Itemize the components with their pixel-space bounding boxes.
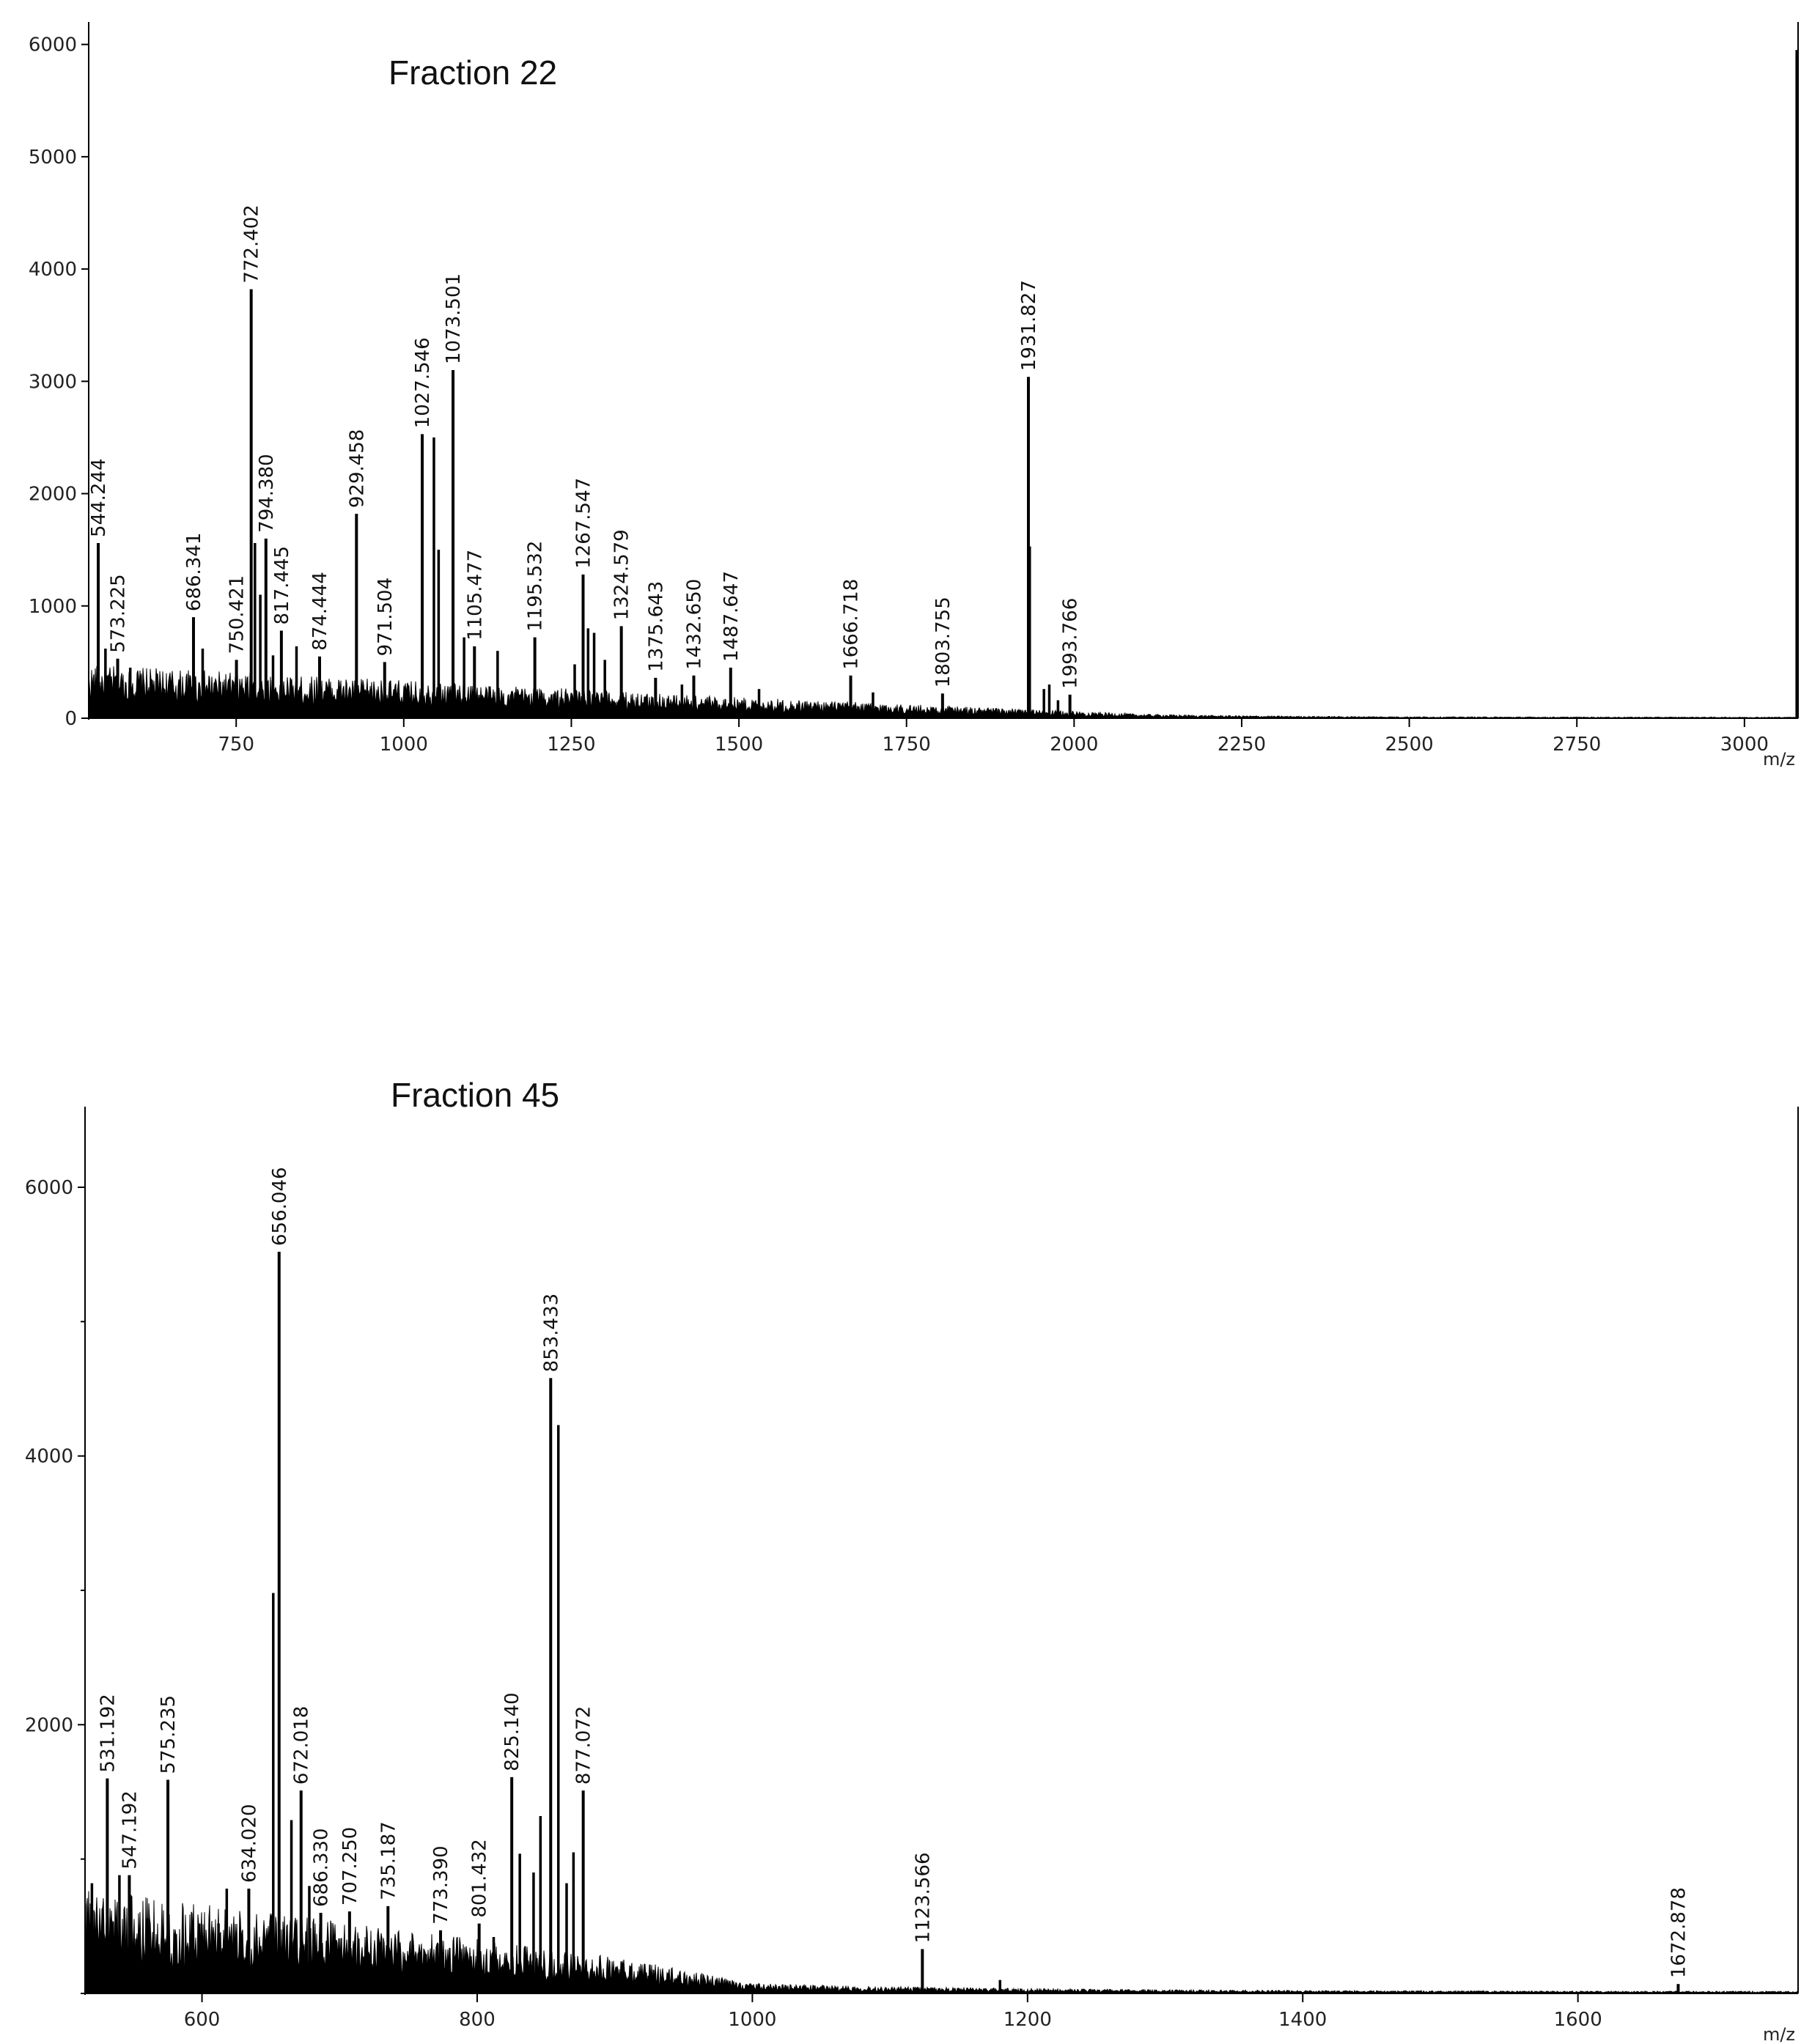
peak-label: 573.225 <box>108 574 130 653</box>
spectrum-chart-fraction-22: 544.244 573.225 686.341 750.421 772.402 794.3… <box>29 22 1799 770</box>
x-tick-label: 1000 <box>728 2009 776 2031</box>
x-tick-label: 1600 <box>1554 2009 1602 2031</box>
peak-label: 817.445 <box>271 546 293 625</box>
x-tick-label: 1750 <box>883 734 931 756</box>
peak-label: 1931.827 <box>1018 280 1040 371</box>
peak-label: 874.444 <box>309 572 331 651</box>
y-tick-label: 1000 <box>29 596 77 618</box>
peak-label: 1027.546 <box>412 337 434 428</box>
y-tick-label: 2000 <box>25 1714 73 1736</box>
x-tick-label: 1200 <box>1003 2009 1052 2031</box>
peak-label: 750.421 <box>226 575 248 654</box>
peak-label: 1195.532 <box>525 541 547 632</box>
x-tick-label: 1000 <box>380 734 428 756</box>
peak-label: 686.341 <box>183 533 205 612</box>
y-tick-label: 6000 <box>25 1177 73 1199</box>
peak-label: 686.330 <box>311 1828 333 1907</box>
peak-label: 735.187 <box>378 1821 399 1900</box>
peak-label: 1487.647 <box>721 571 743 662</box>
y-tick-label: 0 <box>65 708 77 730</box>
peak-label: 672.018 <box>291 1706 313 1785</box>
y-tick-label: 2000 <box>29 484 77 506</box>
chart-title: Fraction 45 <box>391 1076 559 1114</box>
x-tick-label: 3000 <box>1720 734 1769 756</box>
peak-label: 575.235 <box>158 1695 180 1774</box>
peak-label: 1672.878 <box>1668 1887 1690 1978</box>
peak-label: 825.140 <box>501 1692 523 1771</box>
x-tick-label: 1400 <box>1278 2009 1327 2031</box>
peak-label: 772.402 <box>241 204 263 284</box>
peak-label: 1803.755 <box>932 597 954 687</box>
peak-label: 656.046 <box>269 1167 291 1246</box>
y-tick-label: 5000 <box>29 147 77 169</box>
noise-baseline <box>84 1891 1799 1994</box>
peak-label: 1993.766 <box>1060 598 1082 689</box>
x-tick-label: 2250 <box>1218 734 1266 756</box>
x-tick-label: 600 <box>184 2009 221 2031</box>
peak-label: 544.244 <box>88 458 110 537</box>
x-axis-label: m/z <box>1763 749 1795 770</box>
x-tick-label: 2000 <box>1050 734 1098 756</box>
peak-label: 773.390 <box>430 1845 452 1925</box>
x-axis-label: m/z <box>1763 2024 1795 2044</box>
peak-label: 794.380 <box>256 454 278 533</box>
x-tick-label: 1250 <box>547 734 595 756</box>
x-tick-label: 1500 <box>715 734 763 756</box>
y-tick-label: 3000 <box>29 371 77 393</box>
y-tick-label: 4000 <box>29 259 77 281</box>
x-tick-label: 800 <box>459 2009 496 2031</box>
peak-label: 1324.579 <box>611 529 633 620</box>
x-tick-label: 750 <box>218 734 254 756</box>
peak-label: 547.192 <box>119 1790 141 1870</box>
peak-label: 801.432 <box>469 1839 491 1918</box>
peak-label: 1105.477 <box>464 550 486 641</box>
peak-label: 971.504 <box>375 578 397 657</box>
peak-label: 1123.566 <box>912 1852 934 1943</box>
x-tick-label: 2500 <box>1385 734 1433 756</box>
peak-label: 1432.650 <box>683 579 705 670</box>
peak-label: 707.250 <box>339 1827 361 1906</box>
peak-label: 1375.643 <box>645 581 667 672</box>
peak-label: 1666.718 <box>841 579 863 670</box>
peak-label: 1073.501 <box>443 273 465 364</box>
x-tick-label: 2750 <box>1553 734 1601 756</box>
y-tick-label: 6000 <box>29 34 77 56</box>
chart-title: Fraction 22 <box>388 54 557 92</box>
y-tick-label: 4000 <box>25 1446 73 1468</box>
peak-label: 1267.547 <box>572 478 594 569</box>
peak-label: 531.192 <box>97 1694 119 1773</box>
peak-label: 634.020 <box>238 1804 260 1883</box>
peak-label: 853.433 <box>540 1294 562 1373</box>
peak-label: 877.072 <box>573 1706 595 1785</box>
peak-label: 929.458 <box>346 429 368 509</box>
